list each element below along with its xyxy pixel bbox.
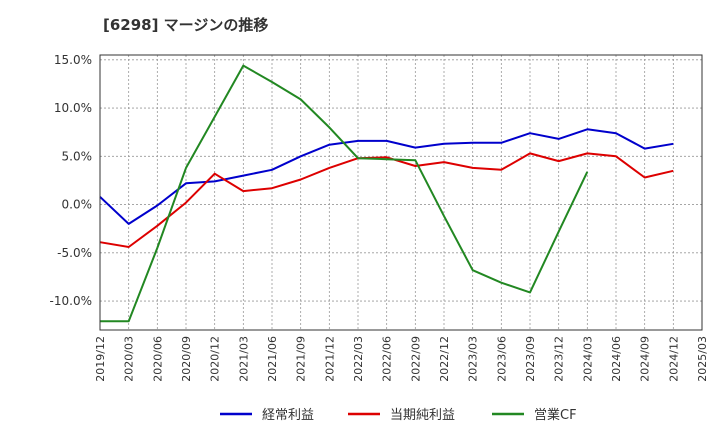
x-tick-label: 2023/09 xyxy=(524,336,537,382)
y-tick-label: 5.0% xyxy=(62,149,93,163)
x-tick-label: 2022/12 xyxy=(438,336,451,382)
y-tick-label: 0.0% xyxy=(62,198,93,212)
x-tick-label: 2020/12 xyxy=(209,336,222,382)
x-tick-label: 2022/06 xyxy=(381,336,394,382)
x-tick-label: 2023/06 xyxy=(495,336,508,382)
x-tick-label: 2020/09 xyxy=(180,336,193,382)
x-tick-label: 2022/03 xyxy=(352,336,365,382)
y-tick-label: -10.0% xyxy=(50,294,92,308)
x-tick-label: 2021/03 xyxy=(237,336,250,382)
series-line xyxy=(99,152,674,248)
x-tick-label: 2025/03 xyxy=(696,336,709,382)
x-tick-label: 2023/03 xyxy=(467,336,480,382)
plot-border xyxy=(99,54,703,331)
legend-label: 当期純利益 xyxy=(390,408,455,423)
x-tick-label: 2021/06 xyxy=(266,336,279,382)
legend-label: 経常利益 xyxy=(262,408,314,423)
series-line xyxy=(99,128,674,225)
x-tick-label: 2021/12 xyxy=(323,336,336,382)
series-line xyxy=(100,64,589,323)
x-tick-label: 2021/09 xyxy=(295,336,308,382)
y-tick-label: 15.0% xyxy=(54,53,92,67)
x-tick-label: 2022/09 xyxy=(409,336,422,382)
x-tick-label: 2020/06 xyxy=(151,336,164,382)
x-tick-label: 2019/12 xyxy=(94,336,107,382)
x-tick-label: 2023/12 xyxy=(553,336,566,382)
chart-title: [6298] マージンの推移 xyxy=(103,16,269,34)
y-tick-label: 10.0% xyxy=(54,101,92,115)
x-tick-label: 2024/12 xyxy=(667,336,680,382)
x-tick-label: 2024/06 xyxy=(610,336,623,382)
x-tick-label: 2024/03 xyxy=(581,336,594,382)
x-tick-label: 2024/09 xyxy=(639,336,652,382)
x-tick-label: 2020/03 xyxy=(123,336,136,382)
legend-label: 営業CF xyxy=(534,407,577,423)
y-tick-label: -5.0% xyxy=(57,246,92,260)
